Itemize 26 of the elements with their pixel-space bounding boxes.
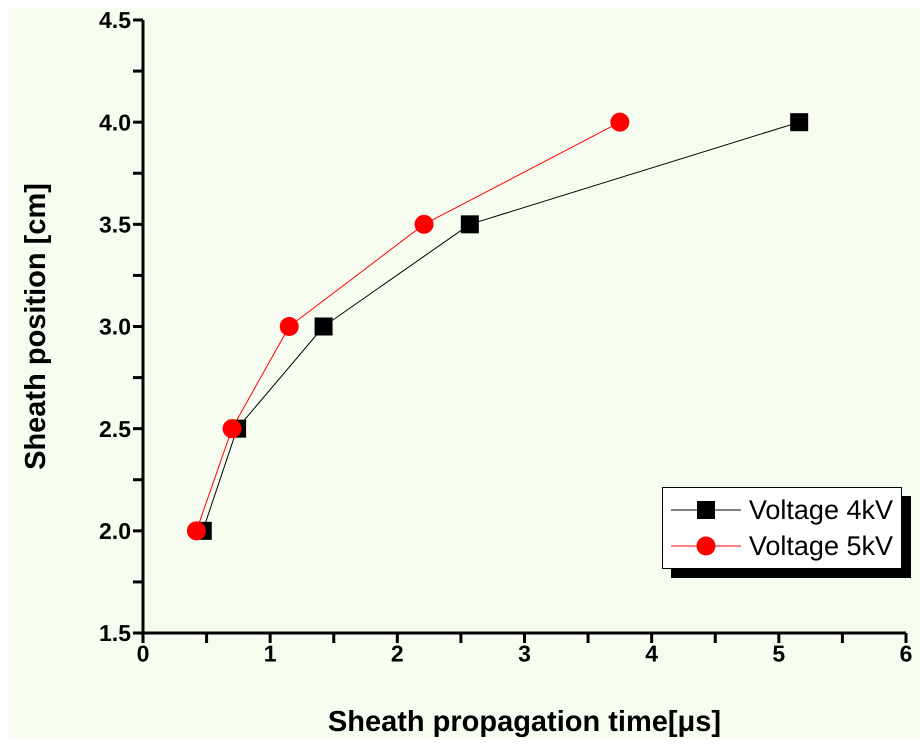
point [186, 521, 206, 540]
x-tick-label: 3 [518, 640, 531, 666]
x-tick-label: 1 [264, 640, 277, 666]
legend-label: Voltage 4kV [748, 494, 893, 526]
point [314, 318, 333, 336]
x-tick-label: 2 [390, 640, 404, 666]
x-tick-label: 6 [900, 640, 912, 666]
x-tick-label: 4 [645, 640, 658, 666]
x-tick-label: 0 [136, 640, 150, 666]
y-axis-title: Sheath position [cm] [20, 183, 52, 470]
y-tick-label: 4.5 [99, 7, 132, 34]
y-tick-label: 3.0 [99, 314, 131, 340]
point [222, 419, 242, 438]
legend-label: Voltage 5kV [748, 530, 893, 562]
y-tick-label: 1.5 [99, 620, 132, 646]
y-tick-label: 2.0 [99, 518, 131, 544]
point [414, 214, 434, 234]
point [610, 112, 630, 132]
y-tick-label: 3.5 [99, 212, 132, 238]
y-tick-label: 2.5 [99, 416, 132, 442]
point [790, 113, 808, 132]
x-tick-label: 5 [772, 640, 786, 666]
point [460, 215, 479, 234]
y-tick-label: 4.0 [99, 109, 131, 136]
x-axis-title: Sheath propagation time[μs] [328, 706, 722, 738]
point [280, 317, 299, 336]
